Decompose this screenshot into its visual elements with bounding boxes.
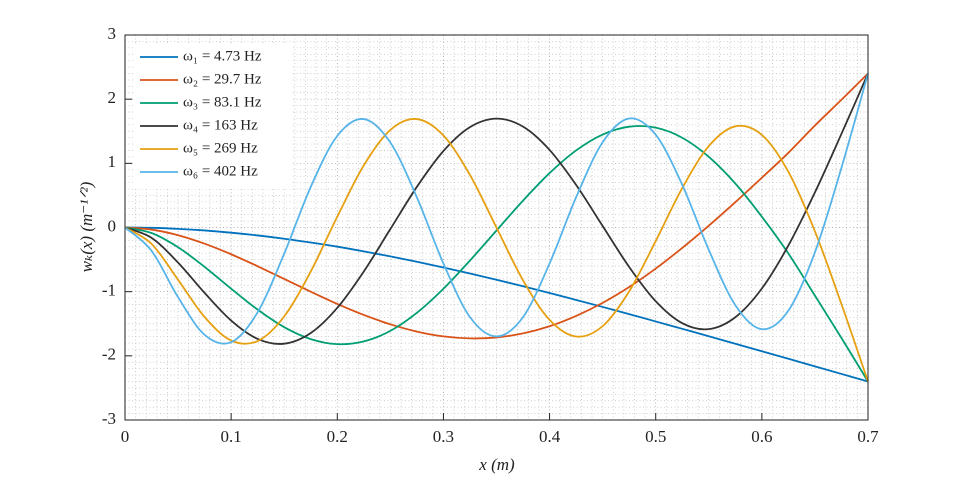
series-line <box>124 118 869 382</box>
y-tick-label: 1 <box>108 152 117 171</box>
legend-label: ω₁ = 4.73 Hz <box>183 48 262 64</box>
y-tick-label: -2 <box>102 345 116 364</box>
legend-label: ω₆ = 402 Hz <box>183 163 258 179</box>
x-tick-label: 0.4 <box>539 427 561 446</box>
legend-label: ω₅ = 269 Hz <box>183 140 258 156</box>
series-line <box>124 125 869 382</box>
x-tick-label: 0.1 <box>221 427 242 446</box>
x-tick-label: 0.3 <box>433 427 454 446</box>
y-tick-label: 3 <box>108 24 117 43</box>
series-line <box>124 226 869 383</box>
x-tick-label: 0 <box>121 427 130 446</box>
series-line <box>124 73 869 345</box>
y-tick-label: 2 <box>108 88 117 107</box>
series-line <box>124 72 869 340</box>
x-tick-label: 0.2 <box>327 427 348 446</box>
x-tick-label: 0.7 <box>857 427 879 446</box>
legend-box <box>133 43 293 189</box>
x-tick-label: 0.6 <box>751 427 772 446</box>
y-tick-label: -1 <box>102 281 116 300</box>
legend-label: ω₄ = 163 Hz <box>183 117 258 133</box>
plot-frame <box>124 34 869 421</box>
legend-label: ω₃ = 83.1 Hz <box>183 94 262 110</box>
series-line <box>124 73 869 345</box>
legend-label: ω₂ = 29.7 Hz <box>183 71 262 87</box>
y-axis-label: wₖ(x) (m⁻¹ᐟ²) <box>77 181 96 272</box>
x-axis-label: x (m) <box>478 455 515 474</box>
y-tick-label: -3 <box>102 409 116 428</box>
y-tick-label: 0 <box>108 216 117 235</box>
x-tick-label: 0.5 <box>645 427 666 446</box>
